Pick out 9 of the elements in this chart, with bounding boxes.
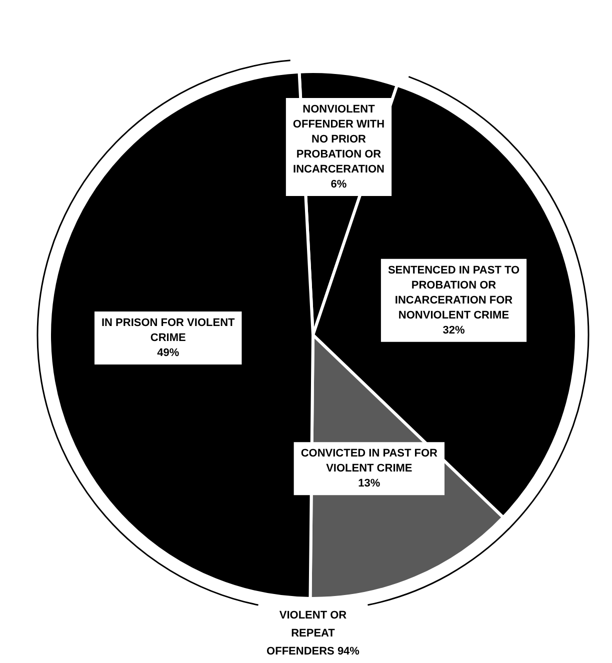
slice-label: SENTENCED IN PAST TO PROBATION OR INCARCERATION FOR NONVIOLENT CRIME xyxy=(388,264,520,322)
data-label: 6% xyxy=(330,178,347,191)
text: VIOLENT OR REPEAT OFFENDERS 94% xyxy=(266,610,360,658)
slice-label: NONVIOLENT OFFENDER WITH NO PRIOR PROBATION OR INCARCERATION xyxy=(292,104,385,176)
data-label: 32% xyxy=(442,324,465,336)
data-label: 49% xyxy=(157,347,180,360)
slice-label: IN PRISON FOR VIOLENT CRIME xyxy=(101,317,235,344)
data-label: 13% xyxy=(358,478,380,490)
slice-label: CONVICTED IN PAST FOR VIOLENT CRIME xyxy=(300,448,438,475)
